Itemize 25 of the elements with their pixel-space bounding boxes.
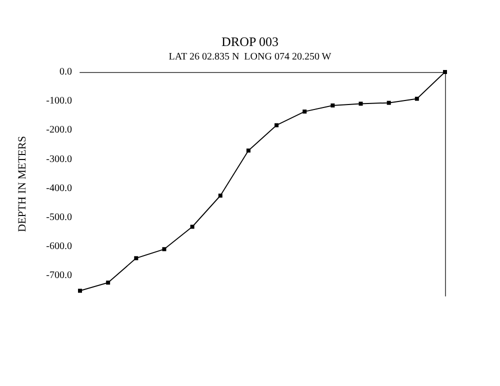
- point: [106, 280, 110, 285]
- y-tick-label: 0.0: [60, 66, 72, 78]
- point: [134, 256, 138, 260]
- chart-subtitle: LAT 26 02.835 N LONG 074 20.250 W: [168, 52, 332, 62]
- point: [302, 110, 307, 114]
- chart-title: DROP 003: [222, 34, 278, 49]
- point: [274, 123, 279, 128]
- y-tick-label: -100.0: [46, 96, 72, 107]
- point: [386, 100, 391, 105]
- y-tick-label: -400.0: [46, 182, 72, 194]
- y-axis-title: DEPTH IN METERS: [16, 136, 28, 232]
- point: [162, 247, 166, 252]
- point: [246, 148, 250, 153]
- y-tick-label: -500.0: [46, 212, 72, 223]
- point: [78, 288, 82, 293]
- point: [414, 96, 419, 101]
- point: [330, 103, 335, 108]
- point: [358, 102, 363, 106]
- y-tick-label: -200.0: [46, 124, 72, 136]
- y-tick-label: -600.0: [46, 241, 72, 252]
- y-tick-label: -300.0: [46, 154, 72, 165]
- point: [443, 70, 447, 74]
- point: [190, 224, 194, 229]
- y-tick-label: -700.0: [46, 270, 72, 282]
- point: [218, 194, 222, 198]
